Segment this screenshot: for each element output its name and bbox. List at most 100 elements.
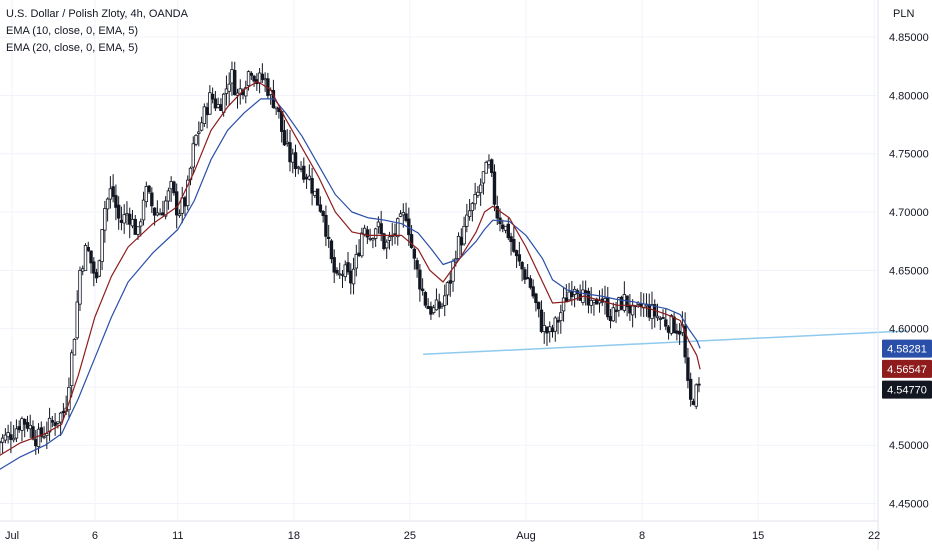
candle[interactable]: [219, 98, 223, 111]
candle[interactable]: [628, 294, 632, 321]
symbol-title[interactable]: U.S. Dollar / Polish Zloty, 4h, OANDA: [6, 8, 188, 20]
candle[interactable]: [155, 200, 160, 217]
candle[interactable]: [570, 280, 574, 306]
candle[interactable]: [199, 116, 204, 132]
candle[interactable]: [25, 415, 30, 432]
candle[interactable]: [150, 187, 154, 213]
candle[interactable]: [53, 413, 57, 436]
candle[interactable]: [310, 167, 314, 206]
candle[interactable]: [608, 308, 613, 329]
candle[interactable]: [9, 421, 13, 454]
ema20-label[interactable]: EMA (20, close, 0, EMA, 5): [6, 42, 139, 54]
candle[interactable]: [42, 426, 46, 440]
candle[interactable]: [11, 424, 16, 443]
candle[interactable]: [340, 270, 345, 288]
price-axis[interactable]: PLN 4.85000 4.80000 4.75000 4.70000 4.65000 4.…: [877, 0, 929, 550]
candle[interactable]: [205, 102, 209, 129]
candle[interactable]: [163, 196, 168, 220]
candle[interactable]: [105, 197, 110, 222]
candle[interactable]: [548, 321, 552, 343]
candle[interactable]: [326, 224, 331, 248]
candle[interactable]: [100, 229, 104, 271]
candle[interactable]: [194, 134, 198, 147]
candle[interactable]: [92, 257, 96, 287]
candle[interactable]: [456, 232, 461, 261]
candle[interactable]: [478, 178, 483, 206]
candle[interactable]: [3, 428, 8, 444]
candle[interactable]: [183, 195, 187, 217]
candle[interactable]: [517, 241, 522, 267]
candle[interactable]: [144, 181, 148, 208]
candle[interactable]: [396, 217, 400, 246]
candle[interactable]: [534, 292, 538, 312]
candle[interactable]: [567, 282, 571, 301]
candle[interactable]: [315, 188, 320, 206]
candle[interactable]: [357, 239, 361, 258]
candle[interactable]: [299, 161, 303, 173]
candle[interactable]: [523, 266, 527, 285]
candle[interactable]: [321, 210, 325, 223]
candle[interactable]: [404, 202, 408, 223]
ema10-label[interactable]: EMA (10, close, 0, EMA, 5): [6, 25, 139, 37]
candle[interactable]: [661, 309, 665, 320]
candle[interactable]: [31, 420, 35, 441]
candle[interactable]: [437, 293, 441, 318]
support-trendline[interactable]: [423, 330, 908, 356]
candle[interactable]: [56, 421, 60, 429]
candle[interactable]: [186, 175, 190, 211]
candle[interactable]: [420, 278, 425, 296]
candle[interactable]: [379, 210, 383, 242]
candle[interactable]: [338, 262, 342, 279]
candle[interactable]: [108, 176, 113, 209]
candle[interactable]: [227, 72, 231, 106]
candle[interactable]: [210, 87, 215, 104]
candle[interactable]: [415, 257, 419, 278]
candle[interactable]: [244, 80, 248, 104]
candle[interactable]: [448, 271, 452, 297]
candle[interactable]: [426, 298, 430, 310]
candle[interactable]: [119, 206, 124, 231]
candle[interactable]: [653, 299, 657, 328]
candle[interactable]: [622, 281, 627, 313]
candle[interactable]: [69, 349, 74, 398]
candle[interactable]: [349, 263, 353, 295]
candle[interactable]: [260, 63, 265, 84]
candle[interactable]: [139, 218, 143, 237]
candle[interactable]: [528, 275, 533, 290]
candle[interactable]: [97, 259, 102, 278]
candle[interactable]: [47, 407, 52, 441]
candle[interactable]: [180, 186, 184, 224]
candle[interactable]: [235, 88, 240, 109]
candle[interactable]: [423, 290, 428, 308]
candle[interactable]: [373, 227, 378, 247]
candle[interactable]: [302, 157, 306, 183]
candle[interactable]: [172, 180, 176, 196]
candle[interactable]: [647, 293, 651, 321]
candle[interactable]: [332, 249, 336, 283]
candle[interactable]: [683, 312, 687, 364]
candle[interactable]: [434, 288, 439, 311]
candle[interactable]: [459, 228, 464, 255]
candle[interactable]: [589, 287, 593, 314]
candle[interactable]: [174, 183, 179, 229]
candle[interactable]: [470, 201, 475, 222]
candle[interactable]: [288, 129, 292, 172]
candle[interactable]: [72, 338, 77, 356]
candle[interactable]: [208, 85, 212, 115]
candle[interactable]: [586, 287, 591, 314]
candle[interactable]: [492, 164, 497, 212]
candle[interactable]: [603, 285, 607, 315]
candle[interactable]: [633, 305, 638, 319]
candle[interactable]: [509, 232, 513, 256]
candle[interactable]: [39, 421, 43, 443]
candle[interactable]: [697, 377, 701, 393]
candle[interactable]: [592, 299, 596, 316]
candle[interactable]: [476, 186, 480, 198]
candle[interactable]: [525, 263, 530, 280]
candle[interactable]: [393, 223, 397, 245]
candle[interactable]: [263, 72, 267, 92]
candle[interactable]: [666, 324, 671, 340]
candle[interactable]: [412, 247, 417, 270]
candle[interactable]: [451, 258, 455, 292]
